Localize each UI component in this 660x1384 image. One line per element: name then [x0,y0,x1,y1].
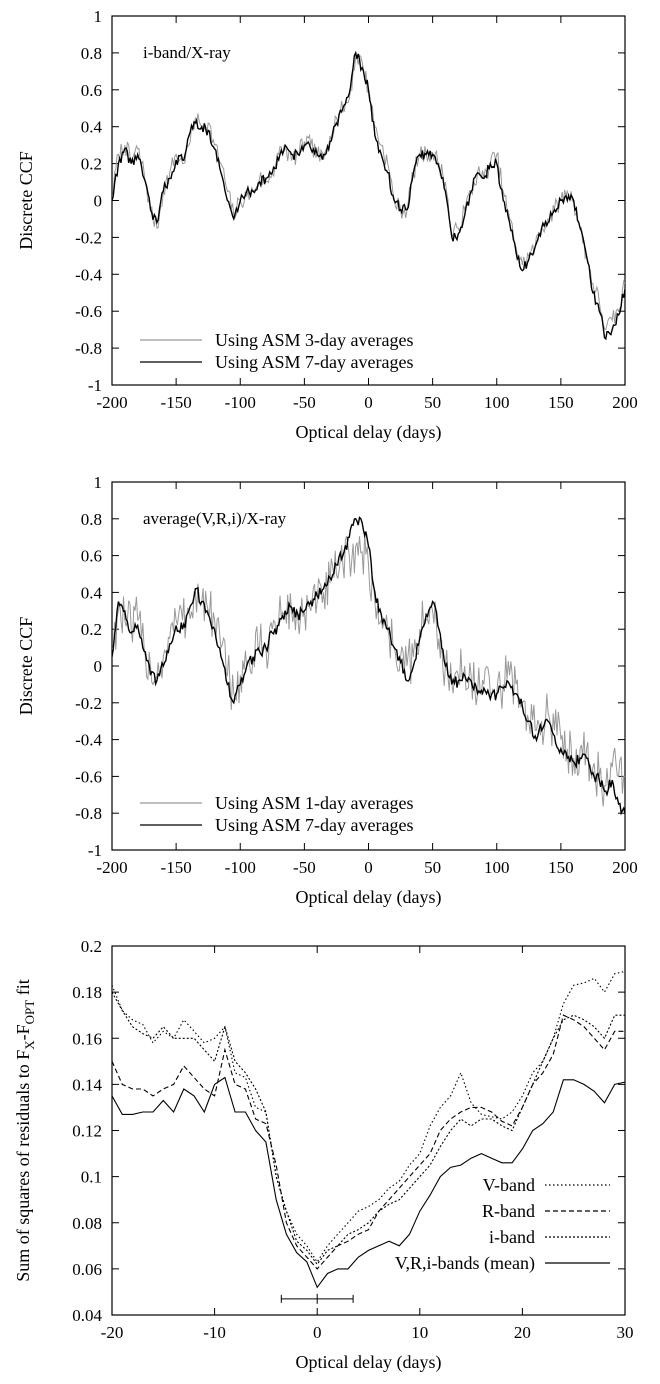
y-tick-label: 0.8 [81,510,102,529]
legend-entry: R-band [482,1201,610,1221]
y-tick-label: 0 [94,657,103,676]
x-tick-label: 0 [313,1323,322,1342]
chart-panel-1: -1 -0.8 -0.6 -0.4 -0.2 0 0.2 0.4 0.6 0.8 1 -200 -150… [16,7,638,443]
x-tick-label: -150 [161,858,192,877]
x-tick-label: 0 [364,393,373,412]
y-tick-label: 0.6 [81,547,102,566]
panel-annotation: average(V,R,i)/X-ray [143,509,287,528]
series-line-1 [112,970,625,1264]
y-tick-label: 0.16 [72,1029,102,1048]
y-tick-label: 0.04 [72,1306,102,1325]
y-tick-label: -0.8 [75,804,102,823]
x-tick-label: 150 [548,858,574,877]
series-line-1 [112,531,625,807]
series-line-2 [112,516,625,816]
legend-entry: V,R,i-bands (mean) [395,1253,610,1274]
legend-entry: Using ASM 7-day averages [140,815,413,835]
y-tick-label: -0.8 [75,339,102,358]
y-tick-label: 0.2 [81,937,102,956]
legend-entry: Using ASM 7-day averages [140,352,413,372]
series-line-1 [112,54,625,331]
x-tick-label: 50 [424,858,441,877]
legend-label: R-band [482,1201,535,1221]
x-tick-label: 50 [424,393,441,412]
x-tick-label: -100 [225,393,256,412]
y-tick-label: -0.2 [75,228,102,247]
legend-entry: Using ASM 1-day averages [140,793,413,813]
y-tick-label: 0.6 [81,81,102,100]
x-tick-label: 30 [617,1323,634,1342]
y-tick-label: -0.2 [75,694,102,713]
y-tick-label: 0.06 [72,1260,102,1279]
legend-entry: Using ASM 3-day averages [140,330,413,350]
x-tick-label: -50 [293,858,316,877]
y-tick-label: 0.14 [72,1075,102,1094]
y-tick-label: -0.4 [75,731,102,750]
legend-label: Using ASM 1-day averages [215,793,413,813]
y-axis-label-part: X [22,1040,37,1050]
x-tick-label: 150 [548,393,574,412]
y-axis-label: Discrete CCF [16,151,36,250]
x-tick-label: -20 [101,1323,124,1342]
legend-label: Using ASM 7-day averages [215,352,413,372]
y-axis-label-part: -F [13,1024,33,1040]
x-tick-label: 200 [612,393,638,412]
x-axis-label: Optical delay (days) [296,1352,442,1373]
y-tick-label: -0.6 [75,767,102,786]
legend-entry: V-band [483,1175,610,1195]
x-tick-label: -150 [161,393,192,412]
x-tick-label: -10 [203,1323,226,1342]
legend-label: Using ASM 7-day averages [215,815,413,835]
x-tick-label: 20 [514,1323,531,1342]
x-tick-label: -200 [96,858,127,877]
x-tick-label: 10 [411,1323,428,1342]
y-tick-label: 0.08 [72,1214,102,1233]
y-tick-label: 0.4 [81,583,103,602]
y-tick-label: 0.1 [81,1168,102,1187]
x-tick-label: 0 [364,858,373,877]
legend-label: V-band [483,1175,535,1195]
y-tick-label: -1 [88,376,102,395]
y-tick-label: 1 [94,473,103,492]
panel-annotation: i-band/X-ray [143,43,231,62]
x-tick-label: 100 [484,393,510,412]
x-axis-label: Optical delay (days) [296,887,442,908]
y-tick-label: -0.4 [75,265,102,284]
series-line-3 [112,991,625,1266]
chart-panel-2: -1 -0.8 -0.6 -0.4 -0.2 0 0.2 0.4 0.6 0.8 1 -200 -150… [16,473,638,908]
series-line-2 [112,50,625,341]
x-tick-label: -100 [225,858,256,877]
plot-frame [111,945,626,1316]
legend-label: V,R,i-bands (mean) [395,1253,535,1274]
legend-entry: i-band [489,1227,610,1247]
y-axis-label-part: OPT [22,1000,37,1025]
legend-label: Using ASM 3-day averages [215,330,413,350]
y-axis-label: Discrete CCF [16,617,36,716]
y-tick-label: 0.12 [72,1122,102,1141]
x-tick-label: 100 [484,858,510,877]
series-line-4 [112,1076,625,1289]
y-tick-label: 1 [94,7,103,26]
x-tick-label: 200 [612,858,638,877]
y-tick-label: -0.6 [75,302,102,321]
y-tick-label: 0.18 [72,983,102,1002]
chart-panel-3: 0.04 0.06 0.08 0.1 0.12 0.14 0.16 0.18 0.2 -20 -10… [13,937,634,1373]
x-tick-label: -50 [293,393,316,412]
y-tick-label: 0.4 [81,118,103,137]
y-axis-label-part: fit [13,979,33,1000]
legend-label: i-band [489,1227,535,1247]
y-tick-label: 0 [94,192,103,211]
y-tick-label: -1 [88,841,102,860]
x-tick-label: -200 [96,393,127,412]
series-line-2 [112,1014,625,1270]
y-axis-label-part: Sum of squares of residuals to F [13,1050,33,1282]
y-tick-label: 0.2 [81,155,102,174]
error-bar [280,1293,354,1304]
y-tick-label: 0.8 [81,44,102,63]
x-axis-label: Optical delay (days) [296,422,442,443]
y-axis-label: Sum of squares of residuals to FX-FOPT f… [13,979,37,1281]
y-tick-label: 0.2 [81,620,102,639]
